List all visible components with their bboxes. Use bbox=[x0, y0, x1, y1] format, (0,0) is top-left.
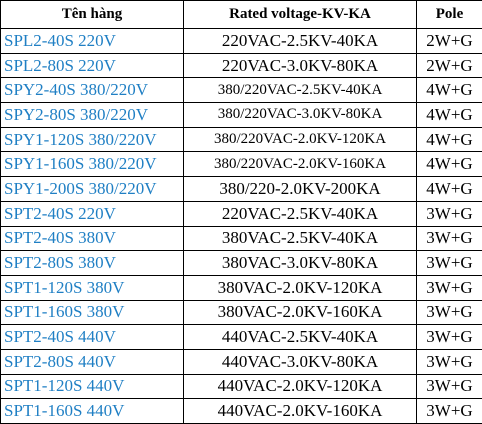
rated-voltage: 220VAC-2.5KV-40KA bbox=[184, 29, 417, 54]
pole: 3W+G bbox=[417, 325, 482, 350]
rated-voltage: 380/220-2.0KV-200KA bbox=[184, 177, 417, 202]
product-name: SPY1-160S 380/220V bbox=[1, 152, 184, 178]
pole: 3W+G bbox=[417, 375, 482, 400]
product-name: SPY1-200S 380/220V bbox=[1, 177, 184, 202]
header-cell: Tên hàng bbox=[1, 1, 184, 29]
rated-voltage: 380VAC-2.5KV-40KA bbox=[184, 226, 417, 252]
pole: 4W+G bbox=[417, 78, 482, 104]
pole: 3W+G bbox=[417, 202, 482, 227]
rated-voltage: 440VAC-2.0KV-160KA bbox=[184, 399, 417, 424]
pole: 2W+G bbox=[417, 54, 482, 79]
product-name: SPT1-120S 380V bbox=[1, 275, 184, 301]
rated-voltage: 220VAC-2.5KV-40KA bbox=[184, 201, 417, 227]
product-name: SPL2-40S 220V bbox=[1, 29, 184, 54]
product-name: SPT2-40S 220V bbox=[1, 201, 184, 227]
product-name: SPT2-40S 380V bbox=[1, 226, 184, 252]
product-name: SPY2-80S 380/220V bbox=[1, 103, 184, 128]
rated-voltage: 380/220VAC-2.0KV-120KA bbox=[184, 127, 417, 153]
product-name: SPY1-120S 380/220V bbox=[1, 127, 184, 153]
header-cell: Pole bbox=[417, 1, 482, 29]
pole: 4W+G bbox=[417, 103, 482, 128]
pole: 4W+G bbox=[417, 152, 482, 178]
pole: 2W+G bbox=[417, 29, 482, 54]
header-cell: Rated voltage-KV-KA bbox=[184, 1, 417, 29]
rated-voltage: 380VAC-3.0KV-80KA bbox=[184, 251, 417, 276]
rated-voltage: 440VAC-3.0KV-80KA bbox=[184, 349, 417, 375]
product-name: SPT2-80S 440V bbox=[1, 349, 184, 375]
product-name: SPT2-80S 380V bbox=[1, 251, 184, 276]
pole: 4W+G bbox=[417, 177, 482, 202]
product-name: SPT1-160S 380V bbox=[1, 300, 184, 326]
rated-voltage: 220VAC-3.0KV-80KA bbox=[184, 53, 417, 79]
product-name: SPT2-40S 440V bbox=[1, 325, 184, 350]
pole: 3W+G bbox=[417, 301, 482, 326]
product-name: SPY2-40S 380/220V bbox=[1, 78, 184, 104]
pole: 3W+G bbox=[417, 350, 482, 375]
rated-voltage: 380VAC-2.0KV-120KA bbox=[184, 275, 417, 301]
rated-voltage: 380/220VAC-3.0KV-80KA bbox=[184, 103, 417, 128]
rated-voltage: 380/220VAC-2.5KV-40KA bbox=[184, 78, 417, 104]
rated-voltage: 440VAC-2.5KV-40KA bbox=[184, 325, 417, 350]
product-name: SPL2-80S 220V bbox=[1, 53, 184, 79]
rated-voltage: 440VAC-2.0KV-120KA bbox=[184, 374, 417, 400]
product-name: SPT1-120S 440V bbox=[1, 374, 184, 400]
pole: 3W+G bbox=[417, 227, 482, 252]
pole: 3W+G bbox=[417, 399, 482, 424]
rated-voltage: 380/220VAC-2.0KV-160KA bbox=[184, 152, 417, 178]
pole: 4W+G bbox=[417, 128, 482, 153]
pole: 3W+G bbox=[417, 251, 482, 276]
product-name: SPT1-160S 440V bbox=[1, 399, 184, 424]
rated-voltage: 380VAC-2.0KV-160KA bbox=[184, 300, 417, 326]
pole: 3W+G bbox=[417, 276, 482, 301]
